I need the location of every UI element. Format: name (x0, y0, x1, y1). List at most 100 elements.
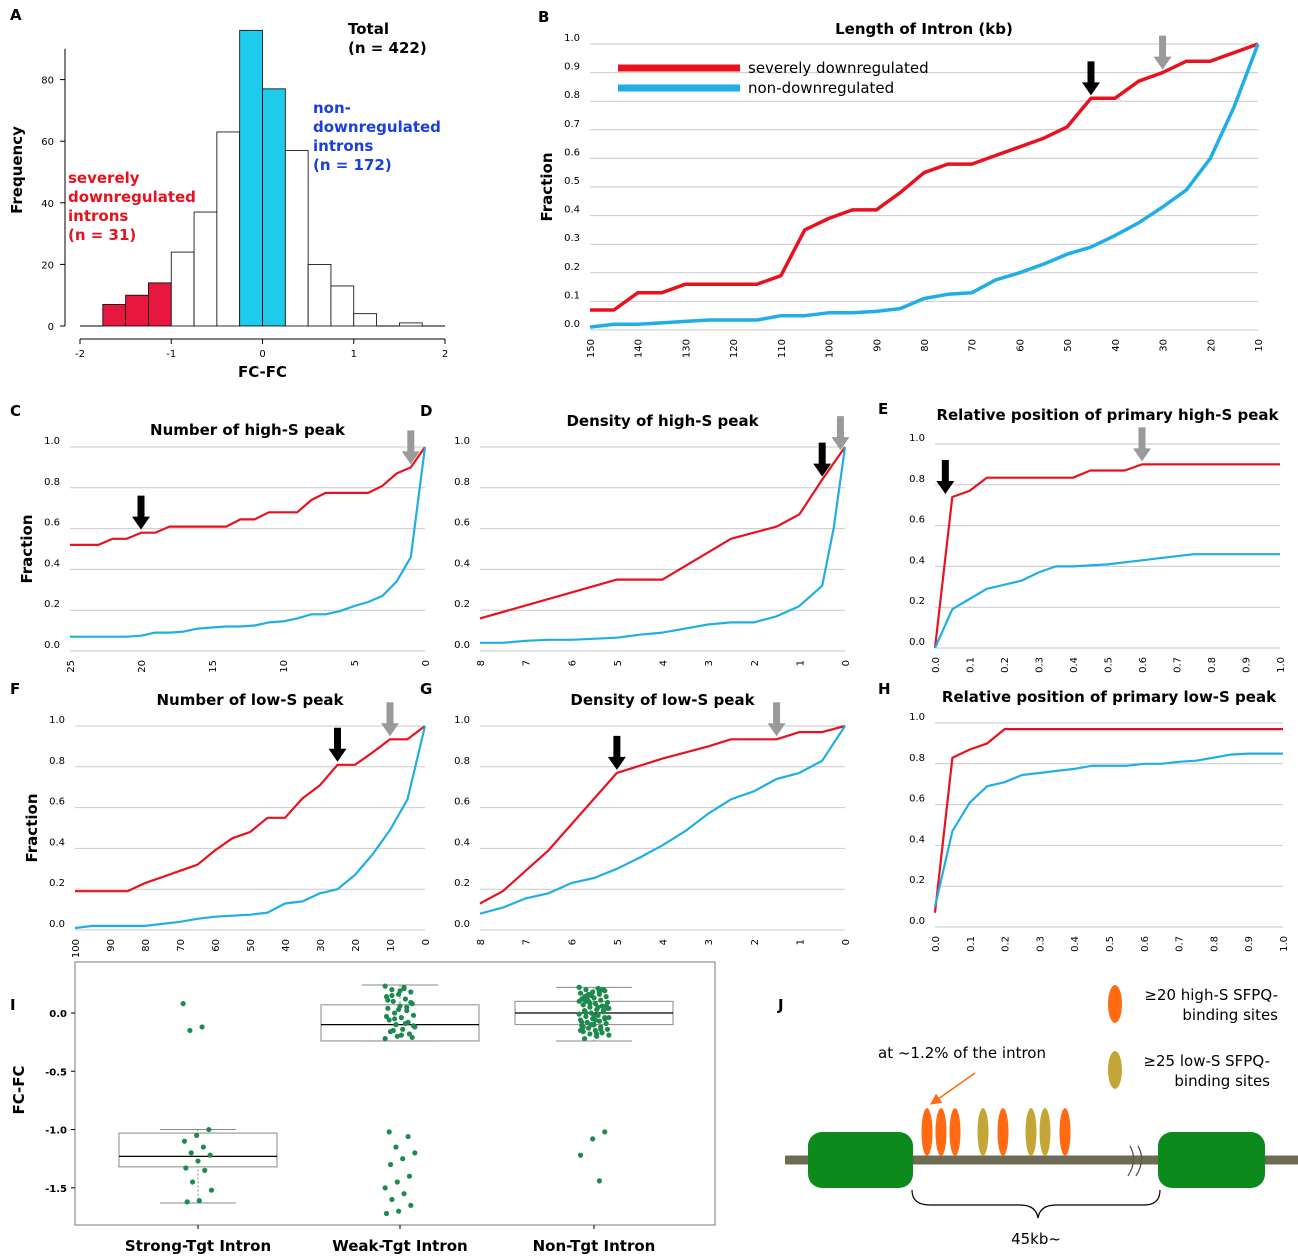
ytick-H-5: 1.0 (909, 712, 925, 723)
ytick-E-1: 0.2 (909, 596, 925, 607)
ytick-C-1: 0.2 (44, 599, 60, 610)
length-bracket (911, 1189, 1161, 1219)
xtick-E-3: 0.3 (1035, 657, 1046, 673)
point-I-2-70 (595, 1012, 601, 1018)
point-I-1-37 (398, 1032, 404, 1038)
chart-title-H: Relative position of primary low-S peak (942, 688, 1277, 706)
xtick-G-3: 5 (613, 939, 624, 945)
xtick-E-1: 0.1 (966, 657, 977, 673)
series-red-H (933, 727, 1283, 913)
point-I-0-9 (195, 1158, 201, 1164)
point-I-2-75 (596, 1178, 603, 1184)
arrow-black-C-0 (132, 495, 150, 530)
xtick-F-5: 50 (246, 939, 257, 952)
arrow-black-G-0 (607, 735, 626, 770)
xtick-F-3: 70 (176, 939, 187, 952)
point-I-1-39 (405, 1133, 411, 1140)
point-I-2-41 (606, 1032, 612, 1038)
ytick-F-1: 0.2 (49, 878, 65, 889)
point-I-2-36 (604, 1026, 611, 1032)
point-I-1-23 (382, 1036, 388, 1042)
legend-high-text-0: ≥20 high-S SFPQ- (1144, 986, 1278, 1004)
arrow-black-D-0 (813, 442, 832, 477)
ytick-A-4: 80 (41, 76, 54, 87)
bar-A-8 (262, 88, 286, 327)
binding-site-orange-1 (935, 1108, 947, 1156)
series-red-C (70, 446, 426, 547)
ytick-B-5: 0.5 (564, 176, 580, 187)
annotation-A-1-0: non- (313, 99, 351, 117)
xtick-C-5: 0 (421, 660, 432, 666)
xtick-A-1: -1 (166, 349, 176, 360)
point-I-1-32 (397, 988, 403, 994)
ytick-G-2: 0.4 (454, 837, 470, 848)
point-I-0-1 (199, 1024, 205, 1030)
xtick-H-2: 0.2 (1001, 936, 1012, 952)
point-I-2-51 (577, 1027, 584, 1034)
ytick-I-0: 0.0 (49, 1009, 67, 1020)
point-I-0-15 (184, 1199, 190, 1205)
legend-low-text-0: ≥25 low-S SFPQ- (1143, 1052, 1270, 1070)
xtick-F-4: 60 (211, 939, 222, 952)
ylabel-F: Fraction (23, 794, 41, 863)
xtick-B-5: 100 (825, 339, 836, 358)
point-I-1-41 (412, 1150, 418, 1156)
point-I-1-35 (392, 1016, 398, 1022)
xtick-G-7: 1 (795, 939, 806, 945)
point-I-1-14 (398, 1015, 404, 1021)
bar-A-7 (239, 29, 263, 327)
xtick-A-2: 0 (259, 349, 265, 360)
point-I-2-63 (587, 1001, 593, 1007)
xtick-E-2: 0.2 (1000, 657, 1011, 673)
point-I-2-5 (577, 990, 584, 996)
series-red-F (75, 725, 426, 893)
legend-label-1: non-downregulated (748, 79, 894, 97)
point-I-2-23 (576, 1011, 582, 1017)
point-I-0-14 (196, 1198, 202, 1204)
ytick-B-8: 0.8 (564, 90, 580, 101)
annotation-A-2-2: introns (68, 207, 128, 225)
bar-A-2 (125, 294, 149, 327)
arrow-grey-B-1 (1153, 35, 1172, 70)
annotation-A-1-1: downregulated (313, 118, 441, 136)
point-I-2-8 (603, 994, 609, 1000)
ytick-B-0: 0.0 (564, 319, 580, 330)
panel-label-J: J (777, 996, 784, 1014)
point-I-0-5 (181, 1138, 188, 1144)
annotation-A-2-0: severely (68, 169, 140, 187)
ytick-D-2: 0.4 (454, 558, 470, 569)
xtick-D-8: 0 (841, 660, 852, 666)
binding-site-olive-6 (1039, 1108, 1051, 1156)
position-arrow (930, 1072, 976, 1105)
point-I-2-69 (576, 984, 582, 990)
panel-label-D: D (420, 402, 432, 420)
xtick-E-9: 0.9 (1242, 657, 1253, 673)
point-I-1-24 (401, 985, 407, 992)
xtick-F-8: 20 (351, 939, 362, 952)
panel-label-G: G (420, 680, 432, 698)
xtick-H-8: 0.8 (1209, 936, 1220, 952)
xtick-B-14: 10 (1254, 339, 1265, 352)
ytick-C-5: 1.0 (44, 436, 60, 447)
position-note: at ~1.2% of the intron (878, 1044, 1046, 1062)
ytick-E-0: 0.0 (909, 637, 925, 648)
point-I-2-60 (592, 1017, 598, 1023)
point-I-2-47 (595, 1004, 601, 1010)
arrow-grey-G-1 (767, 702, 786, 737)
point-I-1-2 (389, 987, 395, 993)
panel-I: 0.0 -0.5 -1.0 -1.5 FC-FC Strong-Tgt Intron Wea… (10, 961, 716, 1255)
bar-A-5 (193, 211, 218, 327)
point-I-1-31 (409, 1034, 415, 1041)
break-mark-1 (1127, 1145, 1135, 1177)
chart-title-E: Relative position of primary high-S peak (936, 406, 1279, 424)
xtick-F-2: 80 (141, 939, 152, 952)
ytick-H-3: 0.6 (909, 794, 925, 805)
ytick-F-0: 0.0 (49, 919, 65, 930)
xtick-A-4: 2 (442, 349, 448, 360)
xtick-H-9: 0.9 (1244, 936, 1255, 952)
point-I-1-42 (400, 1156, 406, 1162)
point-I-0-10 (183, 1165, 189, 1171)
xtick-B-8: 70 (968, 339, 979, 352)
point-I-1-15 (386, 1017, 392, 1023)
